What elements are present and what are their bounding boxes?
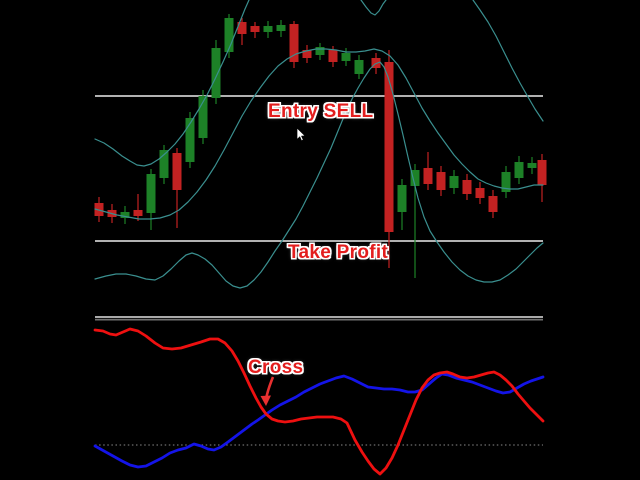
oscillator-blue-line [93, 372, 545, 469]
bollinger-lower-line [94, 61, 544, 289]
bollinger-upper-segment-1 [360, 0, 387, 16]
oscillator-panel [93, 327, 545, 476]
bollinger-middle-line [94, 48, 544, 220]
cross-arrow [260, 376, 275, 406]
take-profit-label: Take Profit [288, 242, 389, 263]
bollinger-upper-segment-2 [472, 0, 544, 122]
oscillator-red-line [93, 327, 545, 476]
mouse-cursor-icon [296, 127, 306, 142]
bollinger-bands-group [94, 0, 544, 289]
candles-group [94, 14, 547, 278]
bollinger-upper-segment-0 [94, 0, 250, 167]
panel-divider [95, 316, 543, 321]
cross-label: Cross [248, 357, 304, 378]
entry-sell-label: Entry SELL [268, 101, 374, 122]
